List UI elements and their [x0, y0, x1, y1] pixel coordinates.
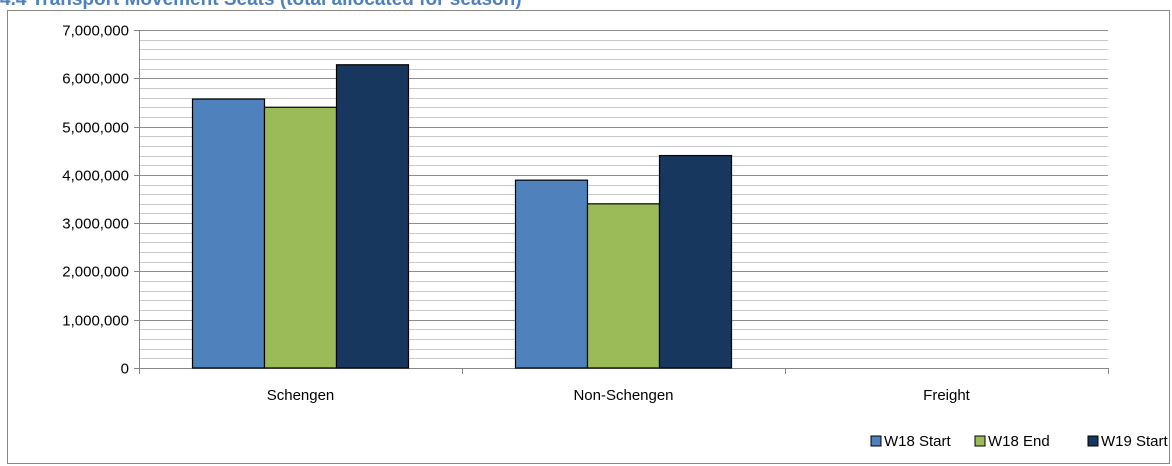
y-tick-label: 2,000,000 [62, 264, 129, 281]
bar [335, 64, 410, 369]
bar [514, 179, 589, 369]
y-tick-label: 3,000,000 [62, 216, 129, 233]
y-tick-label: 0 [121, 361, 129, 378]
y-tick-label: 7,000,000 [62, 23, 129, 40]
x-tick-label: Freight [923, 387, 971, 404]
legend-swatch [1087, 435, 1099, 447]
legend-label: W18 End [988, 433, 1050, 450]
y-tick-label: 4,000,000 [62, 168, 129, 185]
y-tick-label: 6,000,000 [62, 71, 129, 88]
bar [191, 98, 266, 369]
legend-swatch [870, 435, 882, 447]
y-tick-label: 1,000,000 [62, 313, 129, 330]
x-tick-label: Non-Schengen [573, 387, 673, 404]
legend-swatch [974, 435, 986, 447]
legend-label: W19 Start [1101, 433, 1169, 450]
bar [586, 203, 661, 369]
y-tick-label: 5,000,000 [62, 120, 129, 137]
bar [658, 154, 733, 369]
chart-title: 4.4 Transport Movement Seats (total allo… [0, 0, 1160, 10]
bar [263, 106, 338, 369]
legend-label: W18 Start [884, 433, 952, 450]
x-tick-label: Schengen [267, 387, 335, 404]
